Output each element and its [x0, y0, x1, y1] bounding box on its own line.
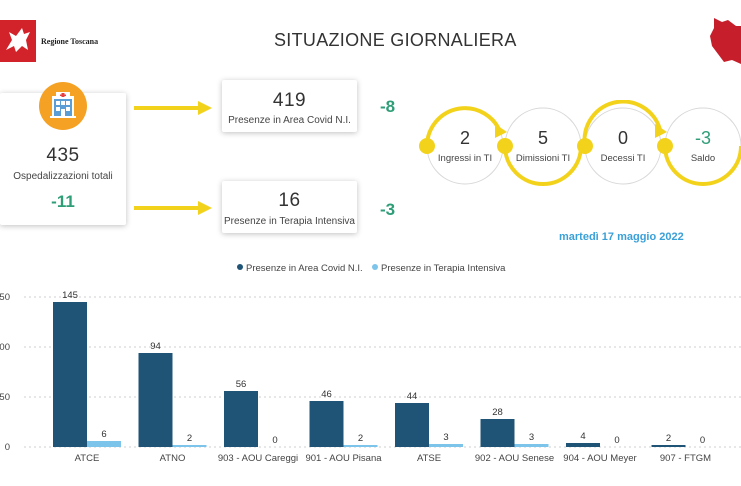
x-tick-label: 907 - FTGM [660, 453, 711, 464]
total-hospitalizations-value: 435 [46, 145, 80, 166]
report-date: martedì 17 maggio 2022 [559, 231, 684, 243]
x-tick-label: ATNO [160, 453, 186, 464]
bar-covid-ni [138, 353, 173, 447]
flow-label-dimissioni: Dimissioni TI [515, 153, 571, 164]
bar-covid-ni [480, 419, 515, 447]
bar-ti [87, 441, 121, 447]
y-tick-label: 50 [0, 392, 10, 403]
flow-label-ingressi: Ingressi in TI [437, 153, 493, 164]
data-label: 0 [614, 435, 619, 446]
legend-marker [372, 264, 378, 270]
ti-card [222, 181, 357, 233]
page-title: SITUAZIONE GIORNALIERA [274, 30, 517, 50]
data-label: 46 [321, 389, 332, 400]
bar-covid-ni [309, 401, 344, 447]
bar-ti [172, 445, 207, 447]
covid-ni-delta: -8 [380, 97, 396, 116]
data-label: 3 [529, 432, 534, 443]
data-label: 4 [580, 431, 585, 442]
region-logo [0, 20, 36, 62]
region-name: Regione Toscana [41, 37, 99, 46]
bar-covid-ni [651, 445, 686, 447]
pegasus-icon [6, 28, 30, 52]
total-hospitalizations-delta: -11 [51, 192, 75, 211]
y-tick-label: 100 [0, 342, 10, 353]
data-label: 56 [236, 379, 247, 390]
x-tick-label: ATCE [75, 453, 100, 464]
flow-value-ingressi: 2 [459, 128, 470, 148]
ti-value: 16 [278, 190, 301, 211]
total-hospitalizations-label: Ospedalizzazioni totali [13, 171, 113, 182]
flow-diagram [419, 100, 741, 186]
ti-delta: -3 [380, 200, 396, 219]
flow-value-dimissioni: 5 [537, 128, 548, 148]
data-label: 94 [150, 341, 161, 352]
x-tick-label: 901 - AOU Pisana [305, 453, 382, 464]
bar-covid-ni [395, 403, 429, 447]
data-label: 0 [700, 435, 705, 446]
flow-label-decessi: Decessi TI [600, 153, 646, 164]
bar-covid-ni [53, 302, 87, 447]
x-tick-label: 902 - AOU Senese [475, 453, 554, 464]
legend-label: Presenze in Terapia Intensiva [381, 263, 506, 274]
data-label: 0 [272, 435, 277, 446]
data-label: 6 [101, 429, 106, 440]
data-label: 44 [407, 391, 418, 402]
bar-chart: Presenze in Area Covid N.I. Presenze in T… [0, 263, 741, 464]
x-tick-label: ATSE [417, 453, 441, 464]
bar-ti [343, 445, 378, 447]
tuscany-map-icon [706, 16, 741, 66]
data-label: 2 [187, 433, 192, 444]
x-tick-label: 903 - AOU Careggi [218, 453, 298, 464]
y-tick-label: 150 [0, 292, 10, 303]
bar-covid-ni [224, 391, 258, 447]
data-label: 3 [443, 432, 448, 443]
data-label: 2 [666, 433, 671, 444]
covid-ni-card [222, 80, 357, 132]
covid-ni-value: 419 [272, 90, 307, 111]
flow-label-saldo: Saldo [690, 153, 716, 164]
data-label: 2 [358, 433, 363, 444]
flow-value-decessi: 0 [617, 128, 628, 148]
legend-label: Presenze in Area Covid N.I. [246, 263, 363, 274]
y-tick-label: 0 [5, 442, 10, 453]
data-label: 145 [62, 290, 78, 301]
bar-ti [429, 444, 463, 447]
bar-covid-ni [566, 443, 600, 447]
ti-label: Presenze in Terapia Intensiva [223, 216, 355, 227]
bar-ti [514, 444, 549, 447]
hospital-icon [39, 82, 87, 130]
data-label: 28 [492, 407, 503, 418]
legend-marker [237, 264, 243, 270]
x-tick-label: 904 - AOU Meyer [563, 453, 636, 464]
arrow-right-icon [134, 101, 212, 115]
flow-value-saldo: -3 [694, 128, 711, 148]
covid-ni-label: Presenze in Area Covid N.I. [228, 115, 351, 126]
arrow-right-icon [134, 201, 212, 215]
